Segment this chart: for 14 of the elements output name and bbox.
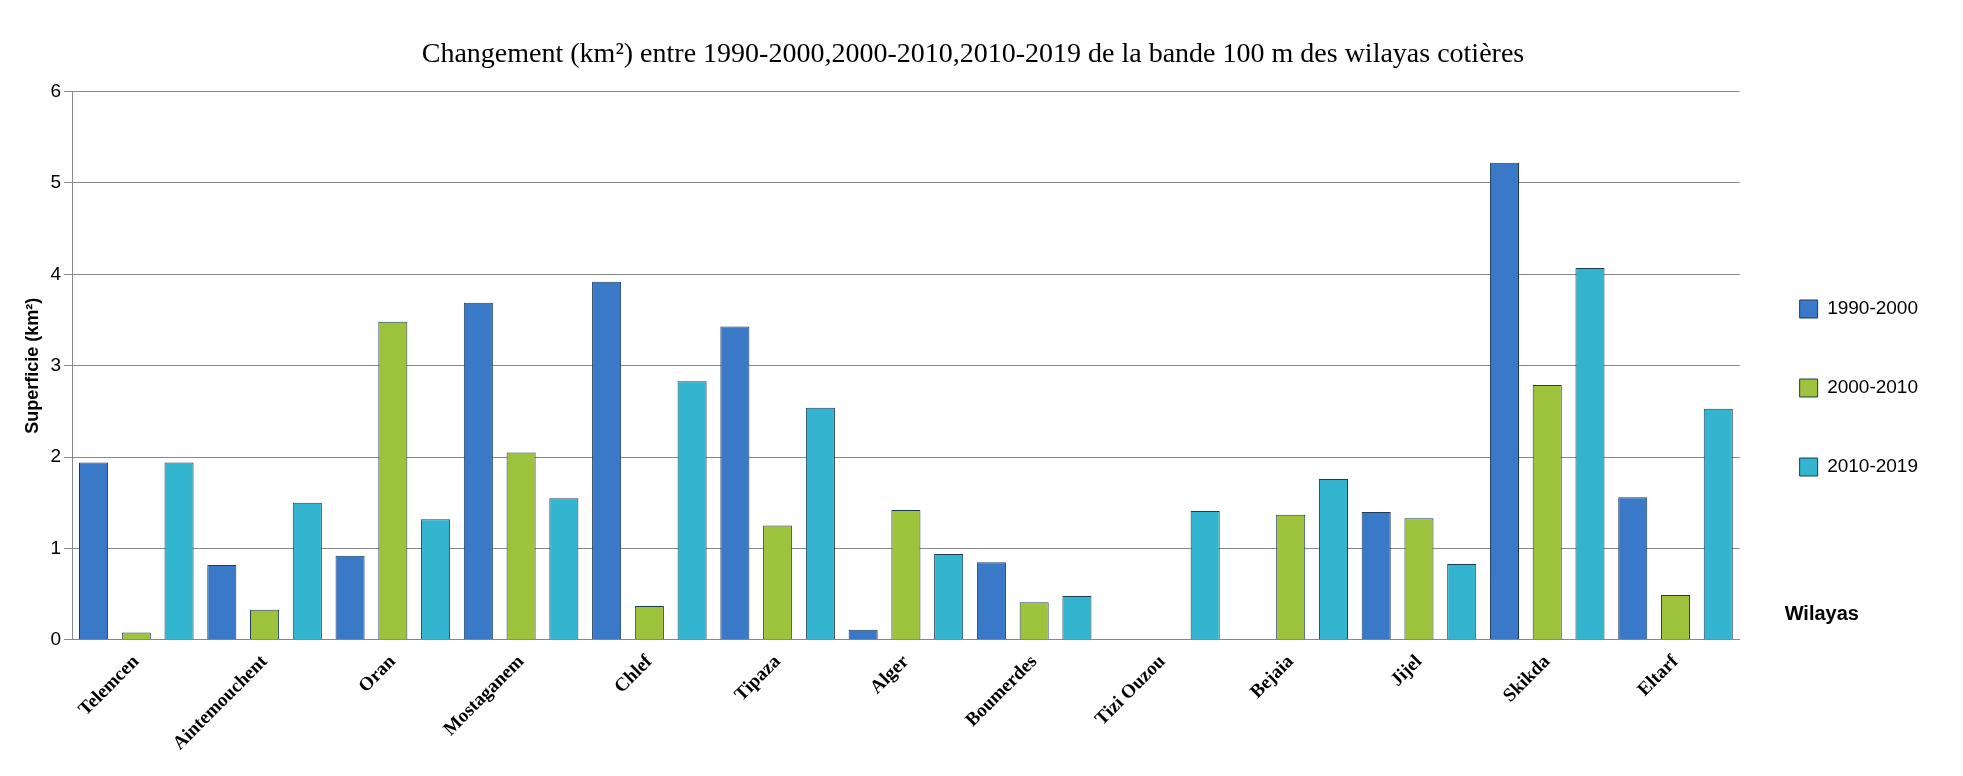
chart-title: Changement (km²) entre 1990-2000,2000-2010,2010-2019 de la bande 100 m des wilayas cotières [421, 37, 1525, 69]
y-tick-label: 5 [50, 171, 62, 193]
y-tick-label: 4 [50, 262, 62, 284]
y-tick-label: 1 [50, 536, 62, 558]
y-tick-label: 3 [50, 353, 62, 375]
y-tick-label: 2 [50, 445, 62, 467]
y-tick-label: 6 [50, 79, 62, 101]
y-axis-title: Superficie (km²) [21, 297, 42, 434]
x-axis-title: Wilayas [1784, 602, 1859, 625]
x-tick-label: Jijel [1385, 650, 1426, 690]
legend-label: 1990-2000 [1827, 297, 1919, 319]
y-tick-label: 0 [50, 628, 62, 650]
legend-label: 2000-2010 [1827, 376, 1919, 398]
legend-label: 2010-2019 [1827, 455, 1919, 477]
